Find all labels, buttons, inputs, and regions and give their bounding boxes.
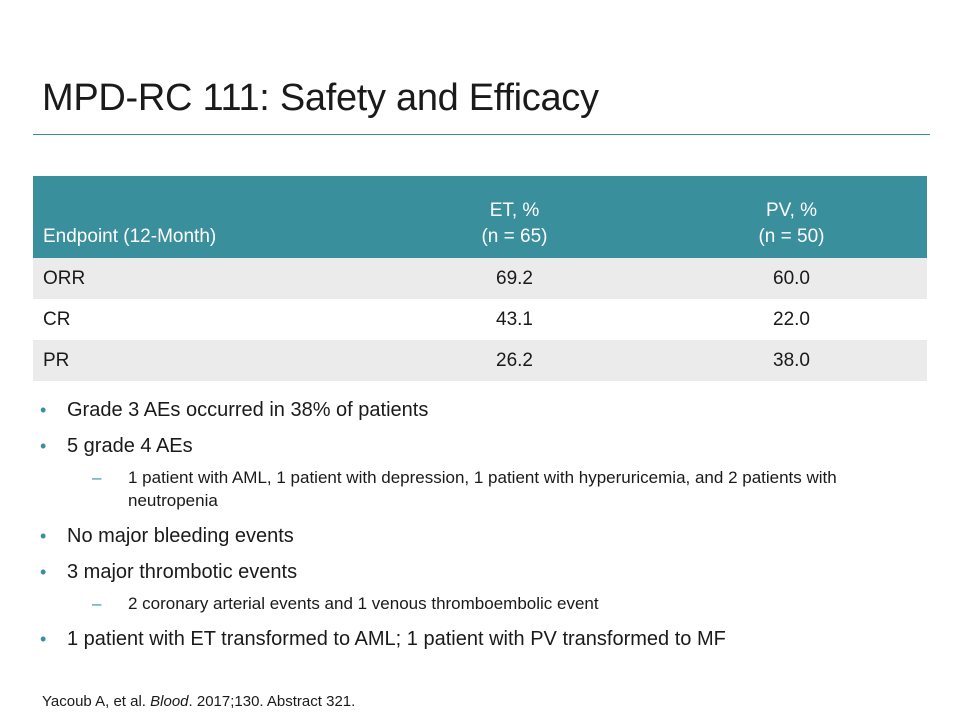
bullet-dash-icon: – bbox=[92, 594, 102, 613]
cell-endpoint: ORR bbox=[33, 258, 373, 299]
header-pv-line2: (n = 50) bbox=[758, 226, 825, 247]
bullet-text: 3 major thrombotic events bbox=[67, 561, 298, 583]
bullet-dot-icon: • bbox=[40, 400, 47, 420]
bullet-dash-icon: – bbox=[92, 468, 102, 487]
slide-title: MPD-RC 111: Safety and Efficacy bbox=[42, 77, 599, 119]
citation-authors: Yacoub A, et al. bbox=[42, 693, 151, 710]
header-et-line1: ET, % bbox=[489, 200, 540, 221]
cell-et-value: 26.2 bbox=[373, 340, 656, 381]
list-item: • 5 grade 4 AEs bbox=[40, 432, 930, 460]
bullet-text: 1 patient with ET transformed to AML; 1 … bbox=[67, 628, 726, 650]
cell-et-value: 43.1 bbox=[496, 308, 533, 330]
cell-endpoint: PR bbox=[33, 340, 373, 381]
header-pv-line1: PV, % bbox=[765, 200, 818, 221]
bullet-dot-icon: • bbox=[40, 526, 47, 546]
cell-pv-value: 22.0 bbox=[773, 308, 810, 330]
list-item: • No major bleeding events bbox=[40, 522, 930, 550]
table-row: ORR 69.2 60.0 bbox=[33, 258, 927, 299]
cell-pv-value: 38.0 bbox=[656, 340, 927, 381]
sub-bullet-text: 2 coronary arterial events and 1 venous … bbox=[128, 594, 599, 613]
table-header-row: Endpoint (12-Month) ET, % (n = 65) PV, %… bbox=[33, 176, 927, 258]
results-table: Endpoint (12-Month) ET, % (n = 65) PV, %… bbox=[33, 176, 927, 381]
cell-et-value: 69.2 bbox=[373, 258, 656, 299]
list-item: • 3 major thrombotic events bbox=[40, 558, 930, 586]
bullet-dot-icon: • bbox=[40, 436, 47, 456]
list-item: • Grade 3 AEs occurred in 38% of patient… bbox=[40, 396, 930, 424]
bullet-list: • Grade 3 AEs occurred in 38% of patient… bbox=[40, 396, 930, 661]
sub-bullet-text: 1 patient with AML, 1 patient with depre… bbox=[128, 468, 837, 510]
list-item: • 1 patient with ET transformed to AML; … bbox=[40, 625, 930, 653]
sub-list-item: – 2 coronary arterial events and 1 venou… bbox=[40, 592, 923, 615]
table-row: PR 26.2 38.0 bbox=[33, 340, 927, 381]
header-et: ET, % (n = 65) bbox=[373, 176, 656, 258]
bullet-text: 5 grade 4 AEs bbox=[67, 435, 193, 457]
bullet-text: No major bleeding events bbox=[67, 525, 294, 547]
cell-pv-value: 60.0 bbox=[656, 258, 927, 299]
bullet-dot-icon: • bbox=[40, 562, 47, 582]
header-pv: PV, % (n = 50) bbox=[656, 176, 927, 258]
title-divider bbox=[33, 134, 930, 135]
table-row: CR 43.1 22.0 bbox=[33, 299, 927, 340]
bullet-dot-icon: • bbox=[40, 629, 47, 649]
header-et-line2: (n = 65) bbox=[481, 226, 548, 247]
citation-details: . 2017;130. Abstract 321. bbox=[188, 693, 356, 710]
cell-endpoint: CR bbox=[43, 308, 71, 330]
citation-journal: Blood bbox=[150, 693, 189, 710]
header-endpoint: Endpoint (12-Month) bbox=[33, 176, 373, 258]
bullet-text: Grade 3 AEs occurred in 38% of patients bbox=[67, 399, 429, 421]
citation-footnote: Yacoub A, et al. Blood. 2017;130. Abstra… bbox=[42, 693, 355, 710]
sub-list-item: – 1 patient with AML, 1 patient with dep… bbox=[40, 466, 923, 512]
header-endpoint-line2: Endpoint (12-Month) bbox=[43, 226, 217, 247]
